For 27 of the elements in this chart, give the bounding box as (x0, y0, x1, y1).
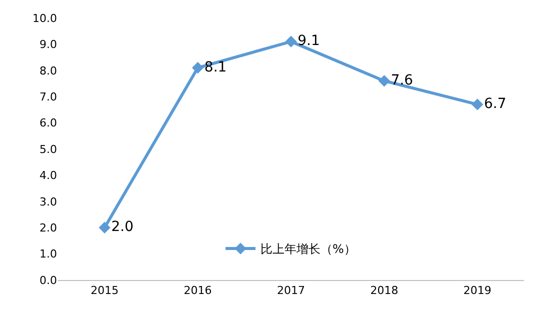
x-tick-label: 2019 (463, 284, 492, 298)
x-tick-label: 2018 (370, 284, 398, 298)
y-tick-label: 6.0 (40, 116, 57, 130)
point (98, 222, 110, 234)
y-tick-label: 2.0 (40, 221, 57, 234)
point (472, 98, 484, 110)
data-label: 8.1 (204, 59, 227, 76)
x-tick-label: 2016 (184, 284, 212, 298)
y-tick-label: 3.0 (40, 195, 57, 208)
y-tick-label: 10.0 (32, 12, 57, 25)
data-label: 7.6 (390, 72, 414, 88)
y-tick-label: 0.0 (40, 274, 57, 287)
y-tick-label: 1.0 (40, 248, 57, 261)
point (285, 36, 297, 48)
point (192, 62, 204, 74)
x-tick-label: 2017 (277, 284, 305, 298)
point (378, 75, 390, 87)
y-tick-label: 9.0 (40, 38, 57, 52)
legend-label: 比上年增长（%） (260, 242, 356, 256)
x-tick-label: 2015 (90, 284, 119, 298)
y-tick-label: 7.0 (40, 90, 57, 104)
y-tick-label: 4.0 (40, 169, 57, 182)
y-tick-label: 5.0 (40, 142, 57, 156)
data-label: 2.0 (111, 219, 134, 236)
data-label: 6.7 (484, 96, 506, 112)
y-tick-label: 8.0 (40, 64, 57, 78)
data-label: 9.1 (298, 33, 320, 50)
